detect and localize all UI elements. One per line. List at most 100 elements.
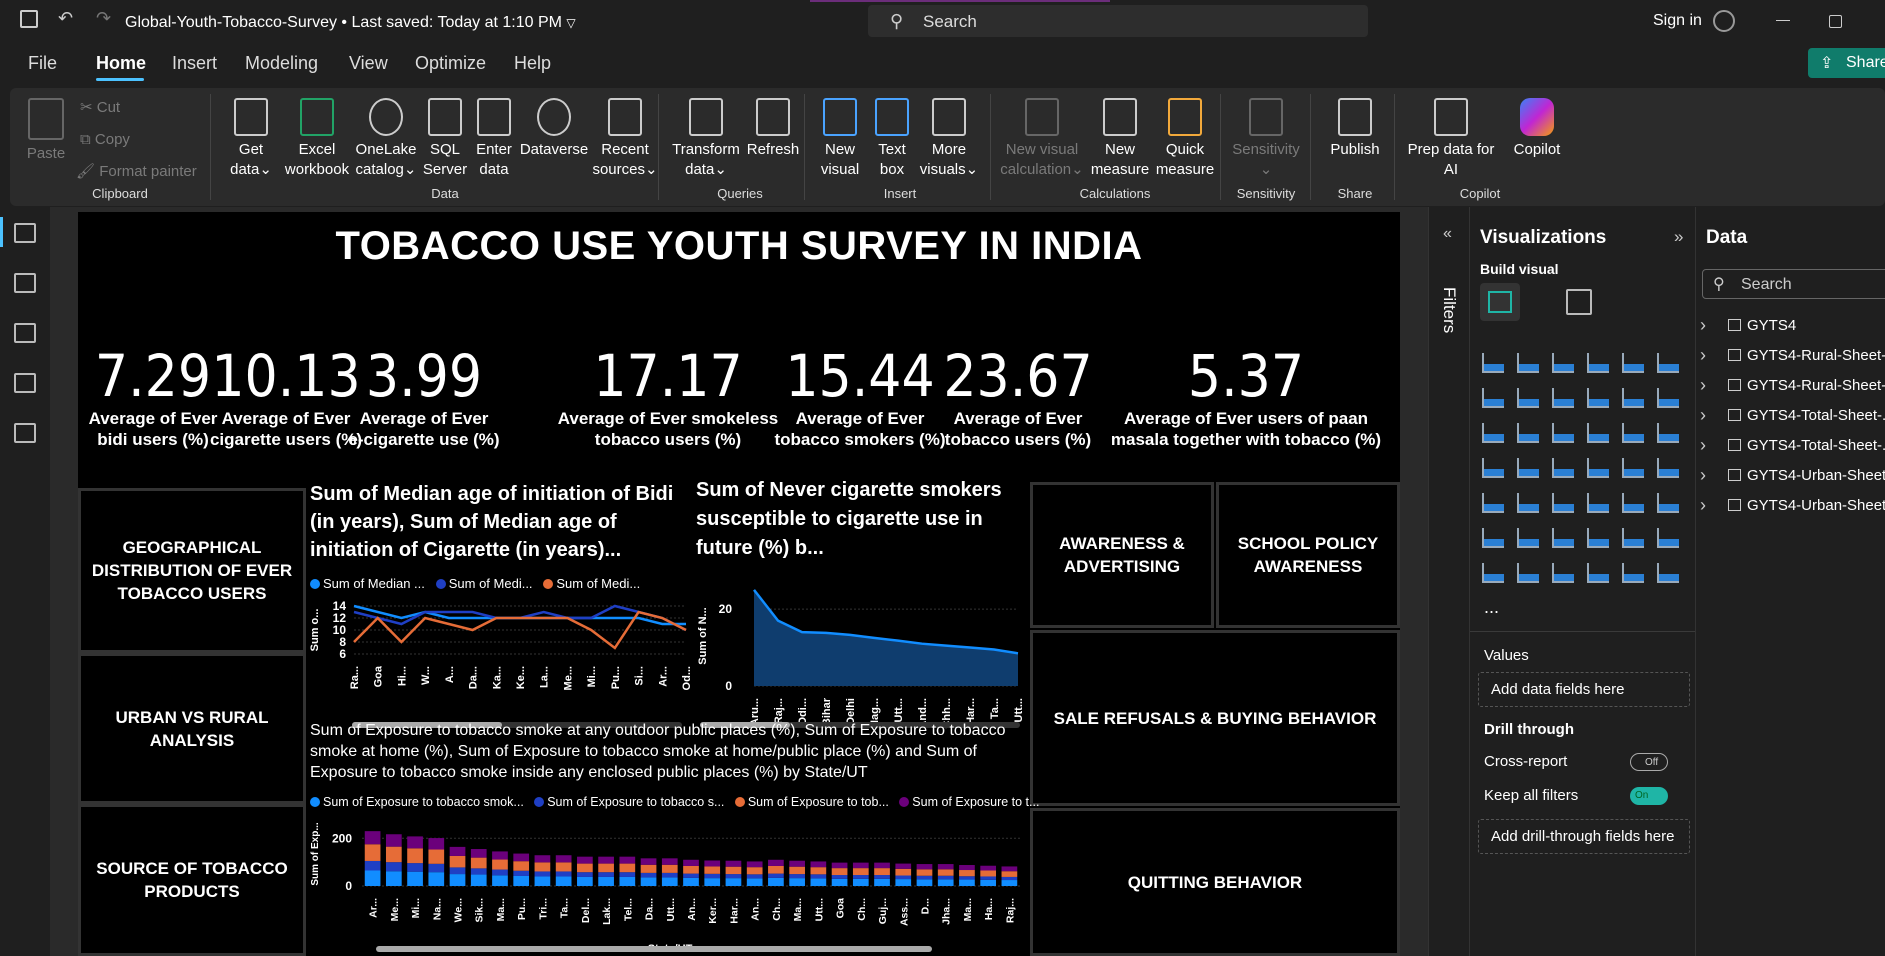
bar-segment[interactable] [598,863,614,873]
ribbon-chart-icon[interactable] [1482,423,1504,443]
bar-segment[interactable] [916,864,933,870]
decomposition-tree-icon[interactable] [1552,528,1574,548]
bar-segment[interactable] [831,862,848,869]
bar-segment[interactable] [789,860,805,867]
bar-segment[interactable] [407,836,423,849]
save-icon[interactable] [20,10,38,28]
dax-query-view-icon[interactable] [14,373,36,393]
filters-pane[interactable]: « Filters [1428,207,1468,956]
r-visual-icon[interactable] [1657,493,1679,513]
bar-segment[interactable] [428,849,445,864]
matrix-icon[interactable] [1622,493,1644,513]
bar-segment[interactable] [619,872,636,877]
awareness-button[interactable]: AWARENESS & ADVERTISING [1030,482,1214,628]
bar-segment[interactable] [937,875,954,880]
bar-segment[interactable] [810,874,827,879]
bar-segment[interactable] [449,846,466,856]
enter-data-button[interactable]: Enter data [470,98,518,180]
bar-segment[interactable] [428,838,445,850]
bar-segment[interactable] [513,853,530,862]
bar-segment[interactable] [407,863,423,872]
bar-segment[interactable] [746,861,763,868]
bar-segment[interactable] [1001,866,1018,872]
bar-segment[interactable] [492,875,508,886]
stacked-bar-icon[interactable] [1482,353,1504,373]
bar-segment[interactable] [789,874,805,879]
bar-segment[interactable] [980,870,997,877]
bar-segment[interactable] [852,878,869,886]
bar-segment[interactable] [746,867,763,875]
menu-view[interactable]: View [349,53,388,73]
bar-segment[interactable] [874,868,890,876]
data-table-item[interactable]: GYTS4-Rural-Sheet-... [1700,375,1885,396]
100-area-icon[interactable] [1587,388,1609,408]
menu-insert[interactable]: Insert [172,53,218,73]
kpi-icon[interactable] [1517,493,1539,513]
legend-item[interactable]: Sum of Exposure to tobacco s... [534,795,724,809]
model-view-icon[interactable] [14,323,36,343]
copy-button[interactable]: ⧉ Copy [80,131,130,148]
bar-segment[interactable] [513,875,530,886]
cut-button[interactable]: ✂ Cut [80,98,120,116]
bar-segment[interactable] [1001,871,1018,877]
horizontal-scrollbar[interactable] [376,946,932,952]
menu-help[interactable]: Help [514,53,552,73]
goals-icon[interactable] [1657,528,1679,548]
redo-icon[interactable]: ↷ [96,8,112,28]
bar-segment[interactable] [789,878,805,886]
minimize-icon[interactable] [1776,20,1790,21]
bar-segment[interactable] [980,879,997,886]
exposure-stacked-bar-chart[interactable]: Sum of Exp... 0 200 Ar... Me... Mi... Na... We.… [310,812,1030,956]
kpi-card[interactable]: 17.17 Average of Ever smokeless tobacco u… [544,344,792,450]
data-table-item[interactable]: GYTS4-Rural-Sheet-... [1700,345,1885,366]
bar-segment[interactable] [768,865,784,874]
bar-segment[interactable] [746,878,763,886]
bar-segment[interactable] [534,871,551,877]
bar-segment[interactable] [895,868,912,876]
donut-chart-icon[interactable] [1657,423,1679,443]
python-visual-icon[interactable] [1482,528,1504,548]
sale-refusals-button[interactable]: SALE REFUSALS & BUYING BEHAVIOR [1030,630,1400,806]
bar-segment[interactable] [725,866,742,875]
multirow-card-icon[interactable] [1482,493,1504,513]
legend-item[interactable]: Sum of Exposure to t... [899,795,1039,809]
filled-map-icon[interactable] [1552,458,1574,478]
bar-segment[interactable] [959,879,975,886]
bar-segment[interactable] [980,876,997,880]
narrative-icon[interactable] [1622,528,1644,548]
bar-segment[interactable] [683,873,699,878]
report-view-icon[interactable] [14,223,36,243]
table-icon[interactable] [1587,493,1609,513]
sign-in-link[interactable]: Sign in [1653,12,1702,29]
bar-segment[interactable] [428,872,445,886]
bar-segment[interactable] [810,878,827,886]
never-smokers-area-chart[interactable]: Sum of N... 0 20 Aru... Raj... Odi... Bihar Del… [696,580,1026,730]
bar-segment[interactable] [959,865,975,871]
build-visual-tab[interactable] [1480,283,1520,321]
bar-segment[interactable] [577,876,593,886]
bar-segment[interactable] [534,862,551,872]
bar-segment[interactable] [768,859,784,866]
table-view-icon[interactable] [14,273,36,293]
bar-segment[interactable] [619,876,636,886]
bar-segment[interactable] [449,874,466,886]
bar-segment[interactable] [640,864,657,873]
filters-label[interactable]: Filters [1440,287,1459,334]
bar-segment[interactable] [449,855,466,868]
bar-segment[interactable] [598,856,614,864]
dataverse-button[interactable]: Dataverse [518,98,590,160]
bar-segment[interactable] [661,858,678,865]
bar-segment[interactable] [895,875,912,880]
source-products-button[interactable]: SOURCE OF TOBACCO PRODUCTS [78,804,306,956]
urban-rural-button[interactable]: URBAN VS RURAL ANALYSIS [78,653,306,804]
bar-segment[interactable] [492,869,508,876]
bar-segment[interactable] [470,849,487,858]
kpi-card[interactable]: 15.44 Average of Ever tobacco smokers (%) [754,344,966,450]
bar-segment[interactable] [831,868,848,876]
bar-segment[interactable] [534,876,551,886]
bar-segment[interactable] [364,844,381,861]
drill-through-drop-zone[interactable]: Add drill-through fields here [1478,819,1690,854]
bar-segment[interactable] [619,856,636,864]
qa-icon[interactable] [1587,528,1609,548]
